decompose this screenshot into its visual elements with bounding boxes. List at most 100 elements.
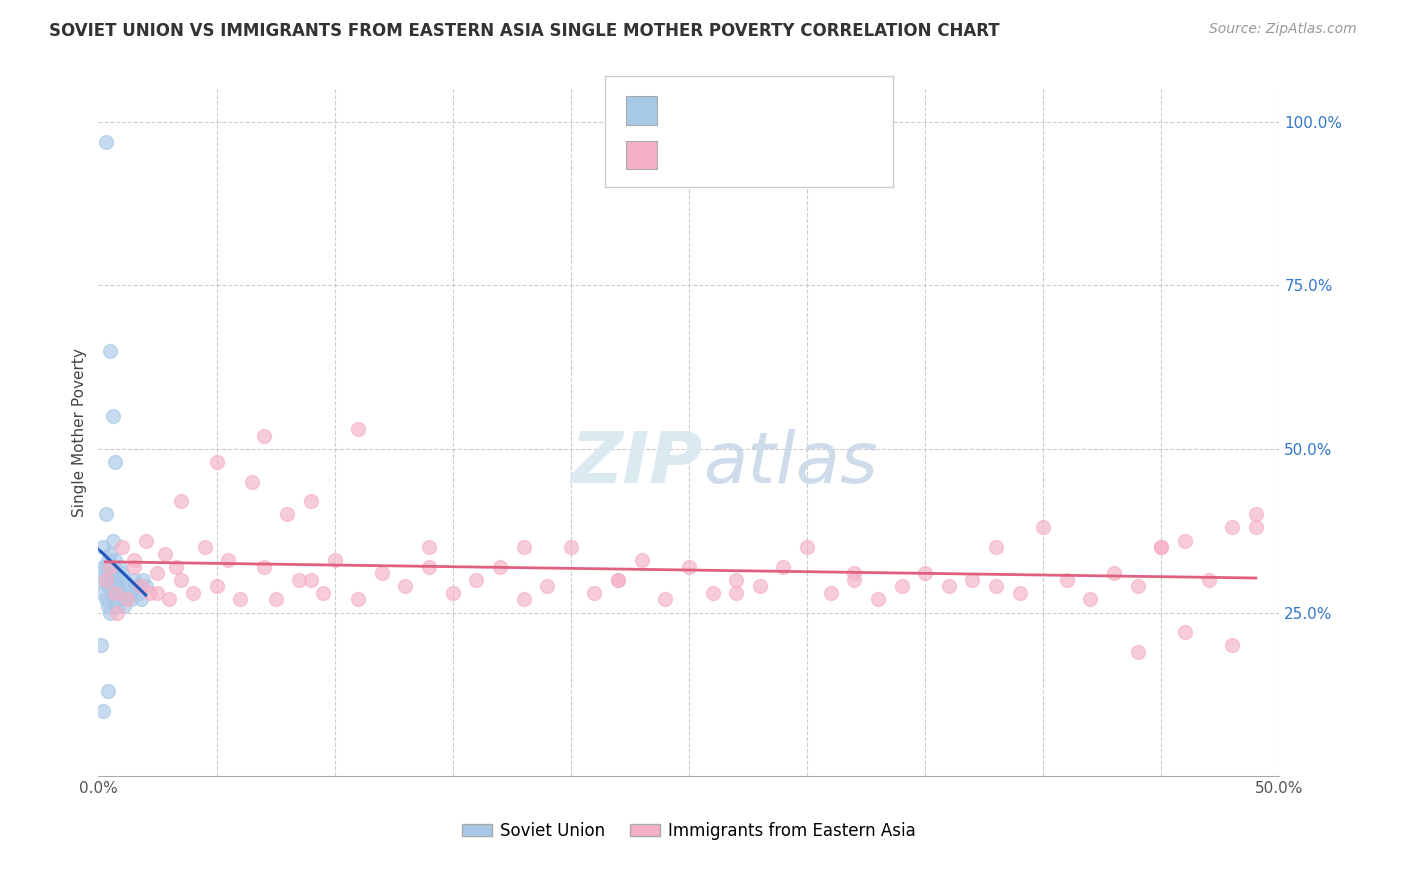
- Point: [441, 586, 464, 600]
- Point: [105, 599, 128, 613]
- Point: [299, 494, 322, 508]
- Point: [866, 592, 889, 607]
- Point: [104, 586, 127, 600]
- Point: [135, 533, 157, 548]
- Point: [312, 586, 335, 600]
- Point: [1126, 579, 1149, 593]
- Point: [938, 579, 960, 593]
- Point: [276, 508, 298, 522]
- Point: [1174, 533, 1197, 548]
- Point: [94, 573, 117, 587]
- Text: SOVIET UNION VS IMMIGRANTS FROM EASTERN ASIA SINGLE MOTHER POVERTY CORRELATION C: SOVIET UNION VS IMMIGRANTS FROM EASTERN …: [49, 22, 1000, 40]
- Point: [347, 422, 370, 436]
- Point: [1080, 592, 1102, 607]
- Point: [118, 586, 141, 600]
- Point: [725, 586, 748, 600]
- Point: [512, 540, 534, 554]
- Point: [135, 579, 157, 593]
- Point: [1032, 520, 1054, 534]
- Text: 85: 85: [818, 146, 841, 164]
- Point: [394, 579, 416, 593]
- Point: [98, 573, 121, 587]
- Point: [418, 540, 440, 554]
- Text: N =: N =: [775, 102, 823, 120]
- Text: ZIP: ZIP: [571, 429, 703, 499]
- Text: 0.144: 0.144: [710, 146, 762, 164]
- Point: [91, 540, 114, 554]
- Point: [104, 592, 127, 607]
- Point: [105, 579, 128, 593]
- Point: [253, 559, 276, 574]
- Point: [122, 559, 145, 574]
- Text: 0.453: 0.453: [710, 102, 762, 120]
- Point: [91, 586, 114, 600]
- Point: [115, 592, 138, 607]
- Text: atlas: atlas: [703, 429, 877, 499]
- Point: [94, 559, 117, 574]
- Point: [97, 684, 120, 698]
- Point: [962, 573, 984, 587]
- Text: 44: 44: [818, 102, 842, 120]
- Point: [165, 559, 187, 574]
- Point: [112, 599, 135, 613]
- Point: [94, 573, 117, 587]
- Point: [90, 638, 112, 652]
- Point: [205, 579, 228, 593]
- Point: [104, 455, 127, 469]
- Point: [678, 559, 700, 574]
- Point: [299, 573, 322, 587]
- Point: [101, 533, 124, 548]
- Point: [264, 592, 287, 607]
- Point: [170, 494, 193, 508]
- Point: [1008, 586, 1031, 600]
- Point: [91, 559, 114, 574]
- Point: [607, 573, 630, 587]
- Point: [512, 592, 534, 607]
- Point: [115, 579, 138, 593]
- Point: [240, 475, 263, 489]
- Point: [347, 592, 370, 607]
- Point: [94, 135, 117, 149]
- Point: [772, 559, 794, 574]
- Point: [105, 606, 128, 620]
- Point: [1126, 645, 1149, 659]
- Point: [984, 540, 1007, 554]
- Point: [630, 553, 652, 567]
- Point: [111, 592, 134, 607]
- Point: [153, 547, 176, 561]
- Point: [108, 559, 131, 574]
- Point: [194, 540, 217, 554]
- Point: [101, 586, 124, 600]
- Point: [97, 599, 120, 613]
- Text: R =: R =: [668, 146, 704, 164]
- Point: [112, 573, 135, 587]
- Point: [122, 573, 145, 587]
- Point: [157, 592, 180, 607]
- Point: [97, 553, 120, 567]
- Point: [796, 540, 818, 554]
- Point: [418, 559, 440, 574]
- Point: [583, 586, 606, 600]
- Point: [205, 455, 228, 469]
- Point: [98, 559, 121, 574]
- Point: [844, 573, 866, 587]
- Point: [125, 579, 148, 593]
- Point: [122, 553, 145, 567]
- Point: [104, 573, 127, 587]
- Point: [844, 566, 866, 581]
- Point: [129, 579, 152, 593]
- Point: [170, 573, 193, 587]
- Point: [607, 573, 630, 587]
- Point: [1220, 638, 1243, 652]
- Point: [914, 566, 936, 581]
- Point: [1150, 540, 1173, 554]
- Point: [146, 586, 169, 600]
- Point: [1150, 540, 1173, 554]
- Point: [465, 573, 488, 587]
- Point: [98, 547, 121, 561]
- Point: [98, 606, 121, 620]
- Point: [229, 592, 252, 607]
- Point: [1244, 520, 1267, 534]
- Point: [536, 579, 558, 593]
- Text: R =: R =: [668, 102, 704, 120]
